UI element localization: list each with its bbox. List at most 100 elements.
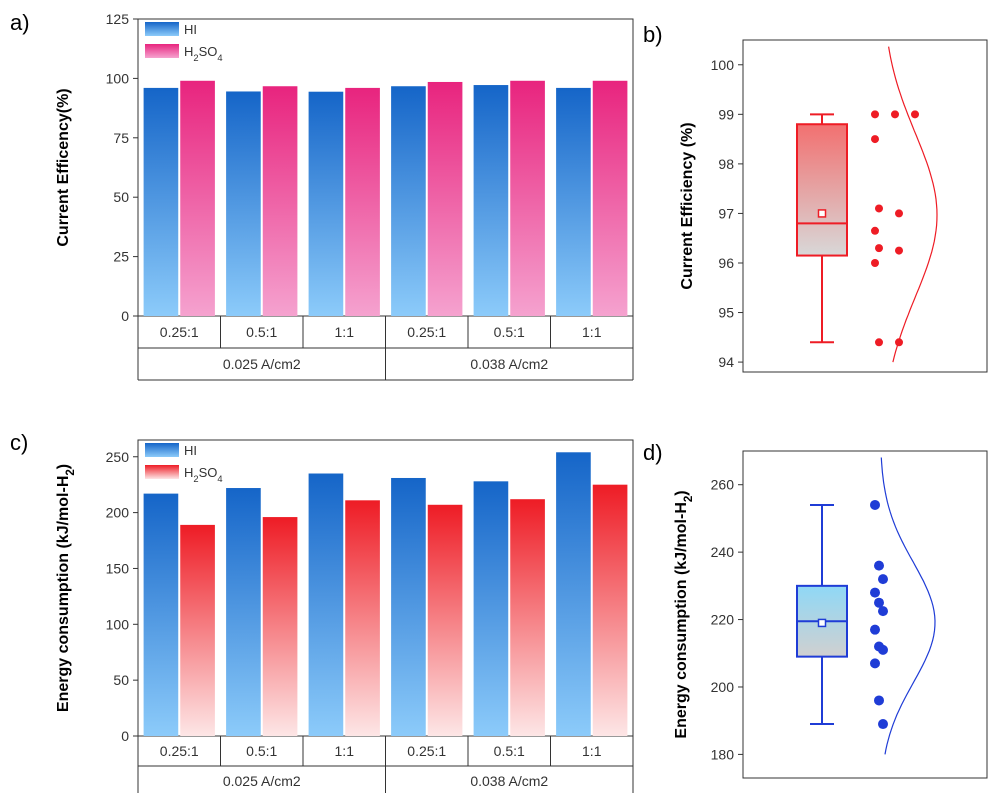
category-label: 1:1 bbox=[335, 324, 355, 340]
y-tick-label: 200 bbox=[106, 505, 130, 521]
category-label: 1:1 bbox=[335, 743, 355, 759]
bar bbox=[556, 452, 591, 736]
bar bbox=[510, 499, 545, 736]
panel-letter-b: b) bbox=[643, 22, 663, 47]
bar bbox=[510, 80, 545, 316]
legend-label: HI bbox=[184, 443, 197, 458]
bar bbox=[143, 87, 179, 317]
chart-d-energy-box: 180 200 220 240 260 Energy consumption (kJ/mo… bbox=[673, 450, 988, 779]
y-tick-label: 96 bbox=[718, 255, 734, 271]
category-label: 0.5:1 bbox=[246, 324, 277, 340]
data-point bbox=[871, 226, 879, 235]
y-tick-label: 180 bbox=[711, 746, 735, 762]
data-point bbox=[895, 246, 903, 255]
legend-label: H2SO4 bbox=[184, 465, 223, 484]
y-tick-label: 95 bbox=[718, 305, 734, 321]
data-point bbox=[871, 258, 879, 267]
y-tick-label: 220 bbox=[711, 612, 735, 628]
bar bbox=[180, 80, 215, 316]
data-point bbox=[875, 204, 883, 213]
y-axis-label: Current Efficency(%) bbox=[55, 88, 72, 246]
bar bbox=[226, 488, 261, 736]
category-label: 0.25:1 bbox=[160, 743, 199, 759]
legend-swatch bbox=[145, 22, 179, 36]
plot-frame bbox=[742, 450, 988, 779]
data-point bbox=[870, 499, 880, 510]
y-tick-label: 260 bbox=[711, 477, 735, 493]
chart-b-current-efficiency-box: 94 95 96 97 98 99 100 Current Efficiency (%) bbox=[679, 39, 988, 373]
data-point bbox=[891, 110, 899, 119]
category-label: 0.5:1 bbox=[494, 324, 525, 340]
box-iqr bbox=[796, 123, 848, 257]
y-tick-label: 99 bbox=[718, 106, 734, 122]
bar bbox=[180, 524, 215, 736]
panel-letter-c: c) bbox=[10, 430, 28, 455]
y-tick-label: 98 bbox=[718, 156, 734, 172]
y-tick-label: 0 bbox=[121, 728, 129, 744]
normal-curve bbox=[888, 46, 938, 363]
data-point bbox=[878, 644, 888, 655]
bar bbox=[262, 517, 298, 736]
category-label: 0.25:1 bbox=[407, 324, 446, 340]
group-label: 0.038 A/cm2 bbox=[470, 773, 548, 789]
bar bbox=[391, 86, 426, 316]
chart-a-current-efficiency-bars: 0 25 50 75 100 125 0.25:1 0.5:1 1:1 0.25:1 0.5:1 1:… bbox=[55, 11, 634, 381]
group-label: 0.025 A/cm2 bbox=[223, 773, 301, 789]
legend-swatch bbox=[145, 465, 179, 479]
y-axis-label: Energy consumption (kJ/mol-H2) bbox=[55, 464, 77, 712]
bar bbox=[427, 504, 463, 736]
bar bbox=[473, 481, 509, 736]
category-label: 0.25:1 bbox=[407, 743, 446, 759]
data-point bbox=[878, 719, 888, 730]
bar bbox=[345, 87, 380, 317]
legend-swatch bbox=[145, 443, 179, 457]
data-point bbox=[875, 244, 883, 253]
bar bbox=[391, 477, 426, 736]
mean-marker bbox=[817, 618, 827, 628]
y-axis-label: Current Efficiency (%) bbox=[679, 122, 696, 289]
y-tick-label: 200 bbox=[711, 679, 735, 695]
y-tick-label: 0 bbox=[121, 308, 129, 324]
category-label: 0.5:1 bbox=[246, 743, 277, 759]
plot-frame bbox=[742, 39, 988, 373]
data-point bbox=[871, 135, 879, 144]
panel-letter-a: a) bbox=[10, 10, 30, 35]
category-label: 1:1 bbox=[582, 743, 602, 759]
bar bbox=[226, 91, 261, 316]
normal-curve bbox=[880, 457, 936, 755]
category-label: 0.5:1 bbox=[494, 743, 525, 759]
group-label: 0.038 A/cm2 bbox=[470, 356, 548, 372]
bar bbox=[556, 87, 591, 317]
panel-letter-d: d) bbox=[643, 440, 663, 465]
data-point bbox=[875, 338, 883, 347]
data-point bbox=[870, 624, 880, 635]
y-tick-label: 75 bbox=[113, 130, 129, 146]
y-tick-label: 50 bbox=[113, 672, 129, 688]
bar bbox=[427, 81, 463, 317]
bar bbox=[592, 484, 628, 736]
y-tick-label: 100 bbox=[711, 57, 735, 73]
bar bbox=[592, 80, 628, 316]
y-tick-label: 50 bbox=[113, 189, 129, 205]
data-point bbox=[911, 110, 919, 119]
y-tick-label: 100 bbox=[106, 616, 130, 632]
bar bbox=[308, 91, 344, 316]
chart-c-energy-bars: 0 50 100 150 200 250 0.25:1 0.5:1 1:1 0.25:1 0.5:1… bbox=[55, 439, 634, 793]
bar bbox=[143, 493, 179, 736]
legend-label: HI bbox=[184, 22, 197, 37]
data-point bbox=[874, 560, 884, 571]
y-tick-label: 250 bbox=[106, 449, 130, 465]
data-point bbox=[878, 574, 888, 585]
y-tick-label: 240 bbox=[711, 544, 735, 560]
data-point bbox=[874, 695, 884, 706]
y-tick-label: 94 bbox=[718, 354, 734, 370]
data-point bbox=[878, 606, 888, 617]
y-tick-label: 125 bbox=[106, 11, 130, 27]
data-point bbox=[895, 209, 903, 218]
y-axis-label: Energy consumption (kJ/mol-H2) bbox=[673, 490, 695, 738]
legend-label: H2SO4 bbox=[184, 44, 223, 63]
data-point bbox=[870, 587, 880, 598]
y-tick-label: 25 bbox=[113, 249, 129, 265]
bar bbox=[262, 86, 298, 316]
